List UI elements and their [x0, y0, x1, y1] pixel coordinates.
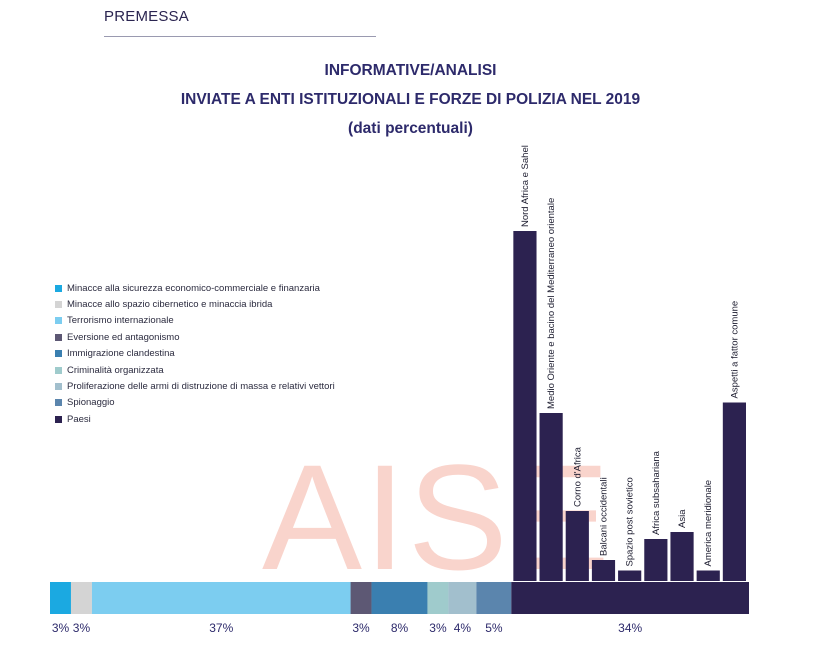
- stacked-segment: [50, 582, 71, 614]
- chart-title-line-1: INFORMATIVE/ANALISI: [324, 62, 497, 79]
- legend-swatch: [55, 301, 62, 309]
- legend-label: Minacce alla sicurezza economico-commerc…: [67, 282, 320, 294]
- breakdown-label: Aspetti a fattor comune: [729, 301, 740, 399]
- breakdown-bar: [539, 413, 563, 581]
- segment-label: 37%: [209, 621, 233, 635]
- breakdown-bar: [591, 560, 616, 581]
- chart-legend: Minacce alla sicurezza economico-commerc…: [55, 280, 335, 428]
- legend-swatch: [55, 350, 62, 358]
- legend-swatch: [55, 366, 62, 374]
- breakdown-bar: [513, 231, 537, 581]
- legend-label: Criminalità organizzata: [67, 364, 164, 376]
- breakdown-label: America meridionale: [703, 480, 714, 567]
- legend-item: Immigrazione clandestina: [55, 346, 335, 362]
- stacked-segment: [91, 582, 351, 614]
- legend-label: Terrorismo internazionale: [67, 315, 174, 327]
- section-divider: [104, 36, 376, 37]
- segment-label: 3%: [52, 621, 70, 635]
- legend-label: Paesi: [67, 413, 91, 425]
- legend-label: Minacce allo spazio cibernetico e minacc…: [67, 299, 273, 311]
- legend-swatch: [55, 333, 62, 341]
- breakdown-bar: [670, 532, 694, 581]
- section-title: PREMESSA: [104, 8, 189, 25]
- legend-label: Immigrazione clandestina: [67, 348, 175, 360]
- legend-label: Proliferazione delle armi di distruzione…: [67, 381, 335, 393]
- legend-item: Terrorismo internazionale: [55, 313, 335, 329]
- legend-swatch: [55, 399, 62, 407]
- legend-item: Spionaggio: [55, 395, 335, 411]
- breakdown-bar: [696, 570, 720, 581]
- breakdown-label: Africa subsahariana: [651, 450, 662, 535]
- legend-label: Eversione ed antagonismo: [67, 331, 180, 343]
- legend-swatch: [55, 284, 62, 292]
- legend-swatch: [55, 383, 62, 391]
- legend-swatch: [55, 415, 62, 423]
- breakdown-bar: [618, 570, 642, 581]
- breakdown-bar: [565, 511, 589, 581]
- stacked-segment: [476, 582, 512, 614]
- legend-label: Spionaggio: [67, 397, 115, 409]
- segment-label: 5%: [485, 621, 503, 635]
- breakdown-bar: [722, 402, 746, 581]
- legend-item: Proliferazione delle armi di distruzione…: [55, 378, 335, 394]
- chart-title-line-2: INVIATE A ENTI ISTITUZIONALI E FORZE DI …: [180, 91, 641, 108]
- legend-swatch: [55, 317, 62, 325]
- segment-label: 34%: [618, 621, 642, 635]
- chart-subtitle: (dati percentuali): [348, 120, 473, 137]
- breakdown-label: Corno d'Africa: [572, 446, 583, 507]
- segment-label: 3%: [429, 621, 447, 635]
- stacked-segment: [371, 582, 428, 614]
- stacked-segment: [427, 582, 449, 614]
- legend-item: Paesi: [55, 411, 335, 427]
- breakdown-label: Spazio post sovietico: [625, 477, 636, 566]
- segment-label: 4%: [454, 621, 472, 635]
- breakdown-label: Medio Oriente e bacino del Mediterraneo …: [546, 198, 557, 409]
- segment-label: 3%: [352, 621, 370, 635]
- legend-item: Criminalità organizzata: [55, 362, 335, 378]
- legend-item: Minacce allo spazio cibernetico e minacc…: [55, 296, 335, 312]
- legend-item: Eversione ed antagonismo: [55, 329, 335, 345]
- legend-item: Minacce alla sicurezza economico-commerc…: [55, 280, 335, 296]
- stacked-segment: [350, 582, 372, 614]
- breakdown-label: Balcani occidentali: [598, 477, 609, 556]
- breakdown-label: Nord Africa e Sahel: [520, 145, 531, 227]
- breakdown-bar: [644, 539, 668, 581]
- breakdown-label: Asia: [677, 509, 688, 528]
- stacked-segment: [70, 582, 92, 614]
- stacked-segment: [448, 582, 477, 614]
- stacked-segment: [511, 582, 749, 614]
- segment-label: 3%: [73, 621, 91, 635]
- segment-label: 8%: [391, 621, 409, 635]
